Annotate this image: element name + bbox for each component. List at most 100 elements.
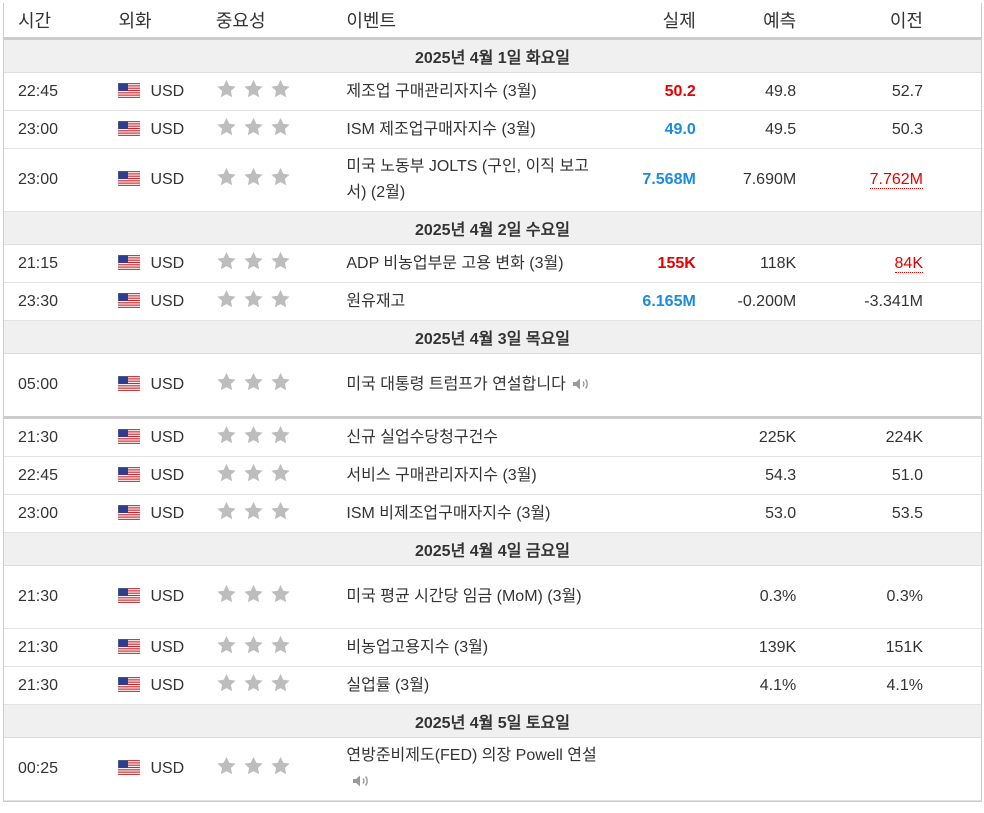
event-currency-cell: USD — [118, 737, 216, 801]
event-currency-cell: USD — [118, 417, 216, 457]
event-name-cell[interactable]: 미국 대통령 트럼프가 연설합니다 — [346, 353, 616, 419]
speaker-icon — [572, 374, 590, 390]
event-row[interactable]: 21:30 USD 비농업고용지수 (3월) 139K 151K — [4, 628, 981, 667]
event-name[interactable]: 실업률 (3월) — [346, 676, 430, 694]
event-name[interactable]: 미국 평균 시간당 임금 (MoM) (3월) — [346, 588, 582, 605]
event-row[interactable]: 23:30 USD 원유재고 6.165M -0.200M -3.341M — [4, 282, 981, 321]
event-name-wrap[interactable]: 원유재고 — [346, 289, 405, 315]
event-importance — [215, 666, 347, 705]
event-row[interactable]: 00:25 USD 연방준비제도(FED) 의장 Powell 연설 — [4, 737, 981, 801]
event-actual: 6.165M — [642, 292, 696, 310]
header-importance[interactable]: 중요성 — [215, 3, 347, 40]
event-name-wrap[interactable]: 비농업고용지수 (3월) — [346, 635, 488, 661]
event-previous-cell: 7.762M — [796, 148, 981, 212]
event-actual-cell — [615, 666, 696, 705]
event-name[interactable]: 미국 노동부 JOLTS (구인, 이직 보고서) (2월) — [346, 158, 589, 201]
event-name-wrap[interactable]: 실업률 (3월) — [346, 673, 429, 699]
event-name-cell[interactable]: 원유재고 — [346, 282, 616, 321]
event-name[interactable]: 신규 실업수당청구건수 — [346, 428, 499, 446]
event-importance — [215, 565, 347, 629]
event-actual-cell: 6.165M — [615, 282, 696, 321]
event-previous-cell: 84K — [796, 244, 981, 283]
event-forecast: 53.0 — [695, 494, 797, 533]
us-flag-icon — [118, 676, 141, 692]
star-icon — [243, 167, 265, 188]
event-row[interactable]: 23:00 USD 미국 노동부 JOLTS (구인, 이직 보고서) (2월) 7.… — [4, 148, 981, 212]
event-time: 21:30 — [4, 666, 119, 705]
event-forecast: 49.5 — [695, 110, 797, 149]
event-actual-cell — [615, 737, 696, 801]
event-forecast: 225K — [695, 417, 797, 457]
event-row[interactable]: 21:30 USD 신규 실업수당청구건수 225K 224K — [4, 417, 981, 457]
event-name[interactable]: 비농업고용지수 (3월) — [346, 638, 489, 656]
event-forecast: 139K — [695, 628, 797, 667]
header-event[interactable]: 이벤트 — [346, 3, 616, 40]
star-icon — [270, 584, 292, 605]
header-actual[interactable]: 실제 — [615, 3, 696, 40]
event-name[interactable]: 미국 대통령 트럼프가 연설합니다 — [346, 376, 566, 393]
event-row[interactable]: 23:00 USD ISM 비제조업구매자지수 (3월) 53.0 53.5 — [4, 494, 981, 533]
star-icon — [243, 463, 265, 484]
event-previous: 151K — [885, 638, 923, 656]
event-name-cell[interactable]: 연방준비제도(FED) 의장 Powell 연설 — [346, 737, 616, 801]
header-previous[interactable]: 이전 — [796, 3, 981, 40]
event-name-cell[interactable]: 미국 노동부 JOLTS (구인, 이직 보고서) (2월) — [346, 148, 616, 212]
event-currency-cell: USD — [118, 353, 216, 419]
header-time[interactable]: 시간 — [4, 3, 119, 40]
event-name-wrap[interactable]: ISM 비제조업구매자지수 (3월) — [346, 501, 550, 527]
event-name-wrap[interactable]: ADP 비농업부문 고용 변화 (3월) — [346, 251, 563, 277]
header-currency[interactable]: 외화 — [118, 3, 216, 40]
event-name-wrap[interactable]: 미국 노동부 JOLTS (구인, 이직 보고서) (2월) — [346, 154, 606, 206]
event-previous-cell: 4.1% — [796, 666, 981, 705]
star-icon — [243, 425, 265, 446]
event-row[interactable]: 21:15 USD ADP 비농업부문 고용 변화 (3월) 155K 118K 84K — [4, 244, 981, 283]
event-previous[interactable]: 84K — [894, 254, 923, 273]
us-flag-icon — [118, 254, 141, 270]
event-name[interactable]: ISM 제조업구매자지수 (3월) — [346, 120, 536, 138]
event-name-cell[interactable]: 실업률 (3월) — [346, 666, 616, 705]
importance-stars — [216, 501, 297, 527]
event-name[interactable]: 제조업 구매관리자지수 (3월) — [346, 82, 537, 100]
event-currency: USD — [150, 638, 185, 656]
event-previous-cell: 53.5 — [796, 494, 981, 533]
event-previous[interactable]: 7.762M — [869, 171, 923, 189]
event-name[interactable]: ADP 비농업부문 고용 변화 (3월) — [346, 254, 564, 272]
event-currency: USD — [150, 466, 185, 484]
star-icon — [243, 635, 265, 656]
event-row[interactable]: 21:30 USD 미국 평균 시간당 임금 (MoM) (3월) 0.3% 0.3% — [4, 565, 981, 629]
event-name[interactable]: ISM 비제조업구매자지수 (3월) — [346, 504, 551, 522]
star-icon — [216, 167, 238, 188]
us-flag-icon — [118, 292, 141, 308]
event-name-cell[interactable]: 서비스 구매관리자지수 (3월) — [346, 456, 616, 495]
day-label: 2025년 4월 1일 화요일 — [4, 38, 981, 73]
event-name[interactable]: 원유재고 — [346, 292, 406, 310]
header-forecast[interactable]: 예측 — [695, 3, 797, 40]
event-row[interactable]: 05:00 USD 미국 대통령 트럼프가 연설합니다 — [4, 353, 981, 419]
event-name-cell[interactable]: ADP 비농업부문 고용 변화 (3월) — [346, 244, 616, 283]
event-row[interactable]: 22:45 USD 제조업 구매관리자지수 (3월) 50.2 49.8 52.7 — [4, 72, 981, 111]
event-row[interactable]: 21:30 USD 실업률 (3월) 4.1% 4.1% — [4, 666, 981, 705]
event-name-wrap[interactable]: 미국 대통령 트럼프가 연설합니다 — [346, 372, 589, 398]
event-row[interactable]: 23:00 USD ISM 제조업구매자지수 (3월) 49.0 49.5 50.3 — [4, 110, 981, 149]
event-previous: 52.7 — [891, 82, 923, 100]
event-name-cell[interactable]: 비농업고용지수 (3월) — [346, 628, 616, 667]
event-actual-cell: 155K — [615, 244, 696, 283]
event-name-wrap[interactable]: 서비스 구매관리자지수 (3월) — [346, 463, 536, 489]
event-currency: USD — [150, 82, 185, 100]
event-name-cell[interactable]: 신규 실업수당청구건수 — [346, 417, 616, 457]
event-name-cell[interactable]: 제조업 구매관리자지수 (3월) — [346, 72, 616, 111]
event-time: 22:45 — [4, 456, 119, 495]
event-name-wrap[interactable]: ISM 제조업구매자지수 (3월) — [346, 117, 535, 143]
event-name[interactable]: 연방준비제도(FED) 의장 Powell 연설 — [346, 747, 597, 764]
speaker-icon — [352, 771, 370, 787]
event-name-wrap[interactable]: 미국 평균 시간당 임금 (MoM) (3월) — [346, 584, 581, 610]
event-name-wrap[interactable]: 연방준비제도(FED) 의장 Powell 연설 — [346, 743, 606, 795]
event-name-wrap[interactable]: 신규 실업수당청구건수 — [346, 425, 498, 451]
event-name-cell[interactable]: ISM 제조업구매자지수 (3월) — [346, 110, 616, 149]
event-name-cell[interactable]: ISM 비제조업구매자지수 (3월) — [346, 494, 616, 533]
event-name[interactable]: 서비스 구매관리자지수 (3월) — [346, 466, 537, 484]
event-name-wrap[interactable]: 제조업 구매관리자지수 (3월) — [346, 79, 536, 105]
event-name-cell[interactable]: 미국 평균 시간당 임금 (MoM) (3월) — [346, 565, 616, 629]
event-forecast: 54.3 — [695, 456, 797, 495]
event-row[interactable]: 22:45 USD 서비스 구매관리자지수 (3월) 54.3 51.0 — [4, 456, 981, 495]
